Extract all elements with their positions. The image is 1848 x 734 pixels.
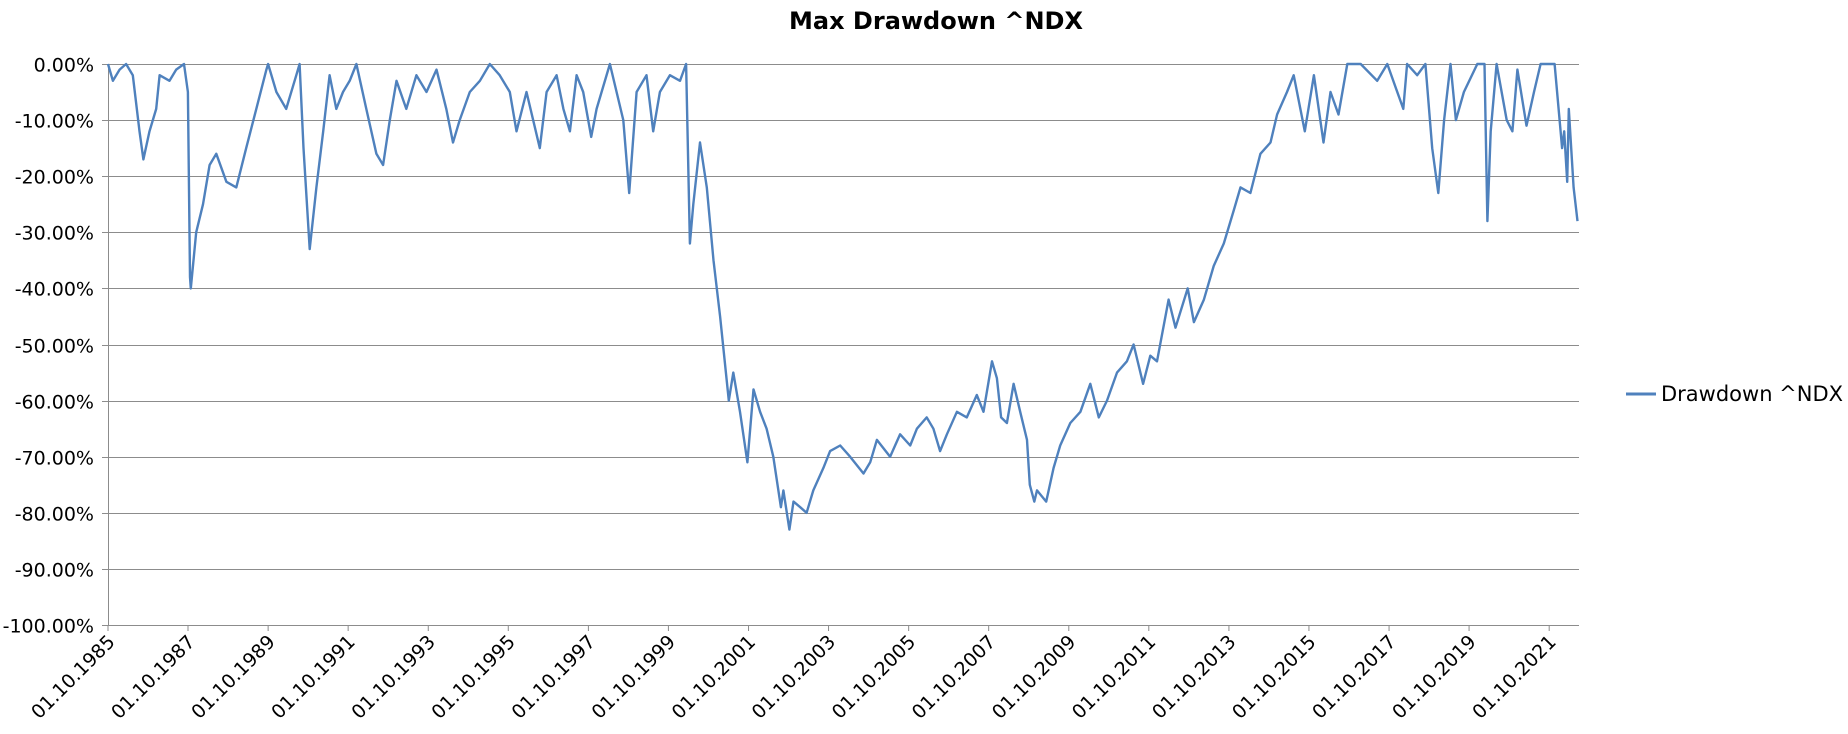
y-tick-label: 0.00% bbox=[34, 55, 94, 77]
x-tick-label: 01.10.1987 bbox=[107, 631, 199, 723]
x-tick-label: 01.10.2011 bbox=[1068, 631, 1160, 723]
y-tick-label: -70.00% bbox=[15, 448, 94, 470]
x-tick-label: 01.10.2019 bbox=[1388, 631, 1480, 723]
x-tick-label: 01.10.1991 bbox=[267, 631, 359, 723]
y-tick-label: -50.00% bbox=[15, 336, 94, 358]
x-tick-label: 01.10.2003 bbox=[748, 631, 840, 723]
x-tick-label: 01.10.2001 bbox=[668, 631, 760, 723]
y-tick-labels: 0.00% -10.00% -20.00% -30.00% -40.00% -50.00%… bbox=[3, 55, 94, 638]
x-tick-label: 01.10.2021 bbox=[1468, 631, 1560, 723]
x-tick-label: 01.10.1999 bbox=[587, 631, 679, 723]
x-tick-label: 01.10.1997 bbox=[507, 631, 599, 723]
x-tick-label: 01.10.1995 bbox=[427, 631, 519, 723]
gridlines bbox=[108, 64, 1579, 570]
chart-title: Max Drawdown ^NDX bbox=[789, 7, 1083, 35]
x-tick-label: 01.10.2007 bbox=[908, 631, 1000, 723]
x-tick-label: 01.10.2013 bbox=[1148, 631, 1240, 723]
x-tick-label: 01.10.1985 bbox=[27, 631, 119, 723]
x-tick-label: 01.10.2009 bbox=[988, 631, 1080, 723]
legend-label: Drawdown ^NDX bbox=[1661, 382, 1843, 406]
x-tick-labels: 01.10.198501.10.198701.10.198901.10.1991… bbox=[27, 631, 1561, 723]
y-tick-label: -10.00% bbox=[15, 111, 94, 133]
y-tick-label: -100.00% bbox=[3, 616, 94, 638]
y-tick-label: -80.00% bbox=[15, 504, 94, 526]
y-tick-label: -30.00% bbox=[15, 223, 94, 245]
y-tick-label: -40.00% bbox=[15, 279, 94, 301]
legend: Drawdown ^NDX bbox=[1626, 382, 1843, 406]
axes bbox=[102, 64, 1579, 631]
series-line-drawdown bbox=[106, 62, 1579, 531]
x-tick-label: 01.10.2017 bbox=[1308, 631, 1400, 723]
x-tick-label: 01.10.2015 bbox=[1228, 631, 1320, 723]
x-tick-label: 01.10.1993 bbox=[347, 631, 439, 723]
y-tick-label: -60.00% bbox=[15, 392, 94, 414]
y-tick-label: -20.00% bbox=[15, 167, 94, 189]
x-tick-label: 01.10.1989 bbox=[187, 631, 279, 723]
series-lines bbox=[106, 62, 1579, 531]
x-tick-label: 01.10.2005 bbox=[828, 631, 920, 723]
y-tick-label: -90.00% bbox=[15, 560, 94, 582]
